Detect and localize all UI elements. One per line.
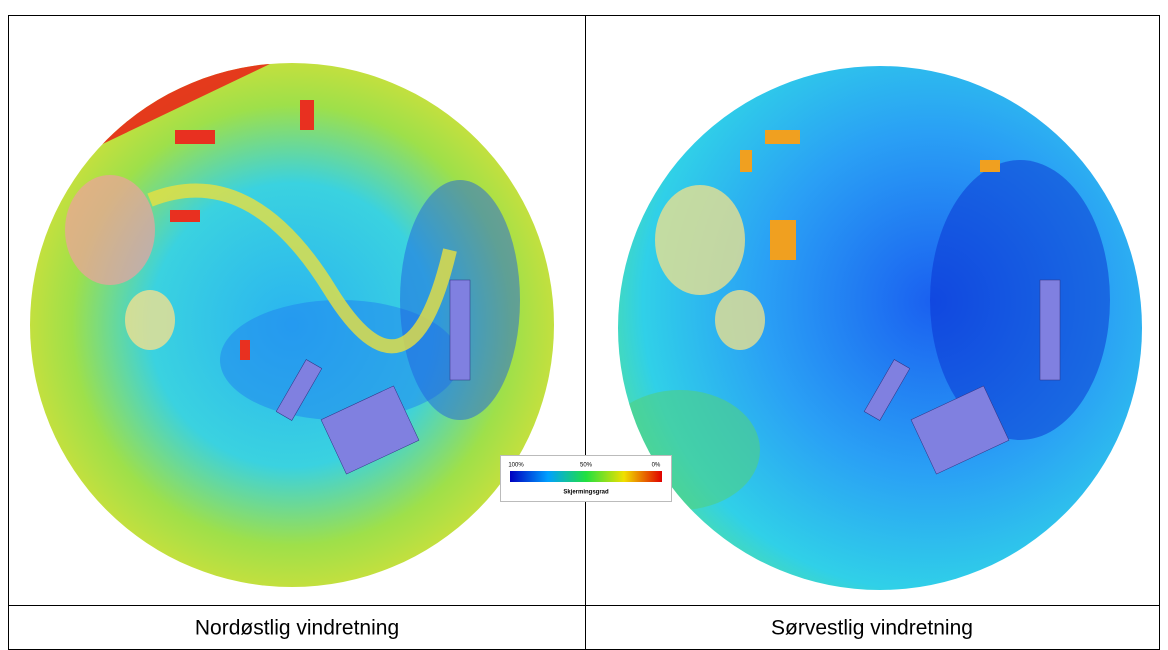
legend-colorbar <box>510 471 662 482</box>
legend-label: 100% <box>508 463 524 469</box>
legend: 100% 50% 0% Skjermingsgrad <box>501 456 672 502</box>
map-right <box>600 66 1142 590</box>
legend-title: Skjermingsgrad <box>563 490 609 496</box>
legend-label: 0% <box>652 463 661 469</box>
map-left <box>30 40 554 587</box>
caption: Sørvestlig vindretning <box>771 617 973 640</box>
legend-label: 50% <box>580 463 593 469</box>
caption: Nordøstlig vindretning <box>195 617 399 640</box>
page: 100% 50% 0% Skjermingsgrad Nordøstlig vi… <box>0 0 1168 650</box>
